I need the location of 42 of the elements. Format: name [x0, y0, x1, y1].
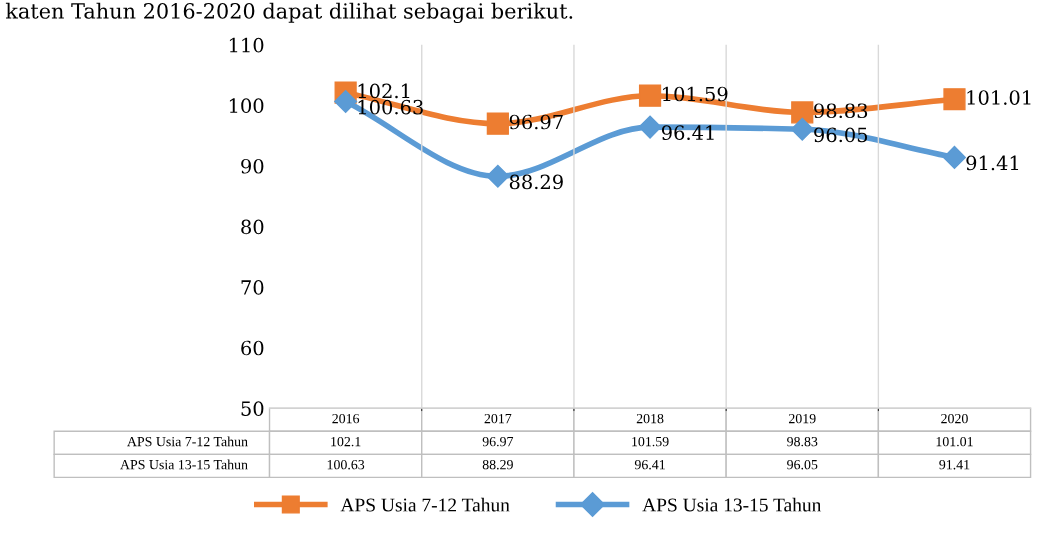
point: [638, 84, 662, 107]
x-tick-label: 2018: [636, 413, 664, 424]
x-tick-label: 2016: [332, 413, 360, 424]
y-tick-label: 110: [229, 37, 264, 53]
legend-label: APS Usia 13-15 Tahun: [642, 497, 822, 512]
text: APS Usia 7-12 Tahun: [127, 436, 248, 447]
text: APS Usia 13-15 Tahun: [120, 459, 248, 470]
point: [791, 101, 814, 124]
point: [790, 117, 814, 141]
data-label: 100.63: [327, 459, 365, 470]
y-tick-label: 80: [241, 219, 264, 235]
text: 101.59: [663, 86, 728, 102]
text: 102.1: [358, 83, 410, 99]
data-label: 91.41: [939, 460, 970, 470]
y-tick-label: 60: [241, 340, 264, 356]
text: katen Tahun 2016-2020 dapat dilihat sebagai berikut.: [5, 2, 573, 24]
text: 91.41: [966, 155, 1019, 171]
data-label: 101.01: [936, 436, 973, 447]
text: 101.01: [967, 90, 1031, 105]
data-label: 96.41: [634, 460, 665, 470]
point: [486, 164, 510, 188]
point: [334, 90, 358, 114]
text: 88.29: [509, 174, 563, 190]
x-tick-label: 2020: [941, 413, 968, 424]
data-label: 101.59: [632, 436, 669, 447]
data-label: 98.83: [787, 436, 818, 447]
legend-label: APS Usia 7-12 Tahun: [340, 497, 510, 512]
y-tick-label: 90: [241, 158, 264, 174]
text: 96.05: [814, 127, 868, 143]
x-tick-label: 2017: [484, 413, 512, 424]
point: [943, 88, 966, 111]
data-label: 96.05: [787, 459, 818, 470]
y-tick-label: 70: [241, 280, 264, 295]
y-tick-label: 100: [229, 98, 264, 114]
x-tick-label: 2019: [788, 413, 816, 424]
data-label: 96.97: [482, 436, 514, 447]
point: [486, 112, 509, 135]
point: [942, 145, 966, 169]
y-tick-label: 50: [241, 401, 264, 416]
point: [638, 115, 662, 139]
data-label: 88.29: [482, 459, 513, 470]
data-label: 102.1: [331, 436, 361, 447]
